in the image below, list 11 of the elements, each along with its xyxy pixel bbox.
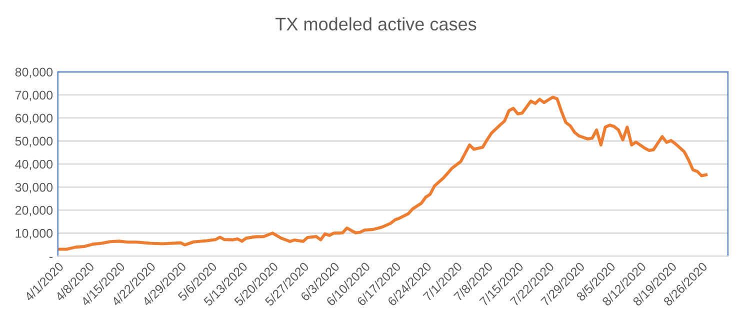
y-tick-label: 30,000 bbox=[15, 182, 53, 194]
y-tick-label: 60,000 bbox=[15, 114, 53, 124]
line-series bbox=[58, 96, 708, 251]
y-tick-label: 70,000 bbox=[15, 90, 53, 102]
chart-title: TX modeled active cases bbox=[276, 17, 476, 31]
y-tick-label: 10,000 bbox=[16, 228, 53, 240]
y-tick-label: - bbox=[49, 256, 52, 258]
y-tick-label: 40,000 bbox=[15, 160, 53, 170]
y-tick-label: 80,000 bbox=[15, 68, 53, 78]
y-tick-label: 20,000 bbox=[15, 206, 53, 216]
y-tick-label: 50,000 bbox=[15, 136, 53, 148]
